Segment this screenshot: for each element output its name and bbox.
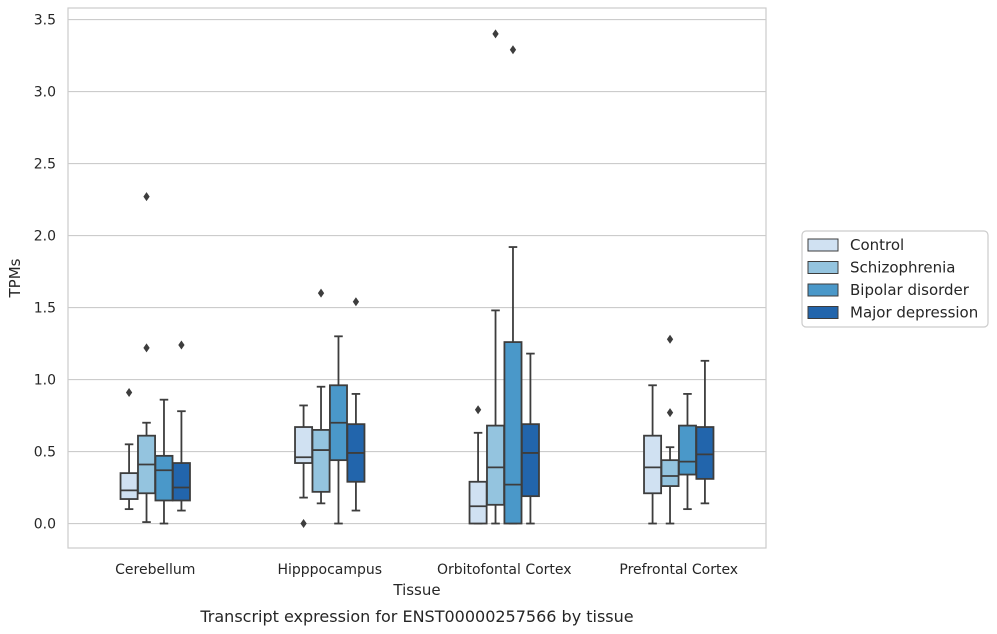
box-bipolar-disorder (678, 393, 697, 511)
y-tick-label: 2.5 (34, 157, 56, 173)
plot-frame (67, 7, 767, 549)
chart-caption: Transcript expression for ENST0000025756… (199, 607, 633, 626)
box-bipolar-disorder (154, 398, 174, 525)
outlier-point (352, 297, 360, 307)
x-tick-label: Cerebellum (115, 562, 195, 578)
outlier-point (666, 334, 674, 344)
x-tick-label: Orbitofontal Cortex (437, 562, 572, 578)
outlier-point (317, 288, 325, 298)
x-axis-title: Tissue (392, 581, 440, 599)
y-tick-label: 1.0 (34, 373, 56, 389)
y-tick-label: 0.0 (34, 517, 56, 533)
outlier-point (178, 340, 185, 350)
box-major-depression (695, 359, 715, 505)
box-body (695, 426, 715, 480)
box-body (311, 429, 331, 493)
box-bipolar-disorder (329, 335, 348, 525)
box-body (171, 462, 191, 502)
grid-layer (68, 18, 766, 525)
outlier-point (125, 387, 133, 397)
y-tick-label: 3.0 (34, 85, 56, 101)
outlier-point (143, 192, 150, 202)
legend-swatch (807, 306, 839, 319)
legend-swatch (807, 283, 839, 297)
box-control (294, 404, 314, 529)
legend-swatch (807, 261, 839, 274)
legend-label: Major depression (850, 304, 978, 322)
box-major-depression (346, 297, 366, 512)
box-body (503, 341, 523, 525)
x-tick-label: Hipppocampus (277, 562, 382, 578)
x-tick-label: Prefrontal Cortex (619, 562, 738, 578)
box-bipolar-disorder (503, 45, 523, 525)
y-axis-title: TPMs (6, 258, 24, 298)
box-layer (119, 29, 715, 529)
box-body (678, 424, 697, 476)
box-major-depression (171, 340, 191, 512)
outlier-point (474, 405, 482, 415)
box-body (119, 472, 139, 500)
y-tick-label: 0.5 (34, 445, 56, 461)
outlier-point (143, 343, 150, 353)
outlier-point (509, 45, 517, 55)
box-body (660, 459, 680, 487)
box-body (643, 434, 663, 495)
legend-swatch (807, 238, 839, 252)
box-body (486, 424, 505, 506)
box-body (468, 480, 488, 525)
box-schizophrenia (660, 334, 680, 525)
box-schizophrenia (486, 29, 505, 525)
box-control (119, 387, 139, 511)
outlier-point (492, 29, 499, 39)
y-tick-labels: 0.0 0.5 1.0 1.5 2.0 2.5 3.0 3.5 (34, 13, 56, 533)
box-major-depression (520, 352, 540, 525)
outlier-point (300, 519, 307, 529)
box-body (520, 423, 540, 498)
box-body (154, 454, 174, 502)
legend-label: Control (850, 236, 904, 254)
box-control (468, 405, 488, 525)
x-tick-labels: Cerebellum Hipppocampus Orbitofontal Corte… (115, 562, 738, 578)
y-tick-label: 2.0 (34, 229, 56, 245)
box-control (643, 384, 663, 525)
box-schizophrenia (311, 288, 331, 505)
legend-label: Schizophrenia (850, 259, 955, 277)
y-tick-label: 1.5 (34, 301, 56, 317)
box-schizophrenia (137, 192, 156, 523)
outlier-point (666, 408, 674, 418)
legend-frame (801, 230, 989, 328)
legend: Control Schizophrenia Bipolar disorder Majo… (801, 230, 989, 328)
y-tick-label: 3.5 (34, 13, 56, 29)
legend-label: Bipolar disorder (850, 281, 970, 299)
